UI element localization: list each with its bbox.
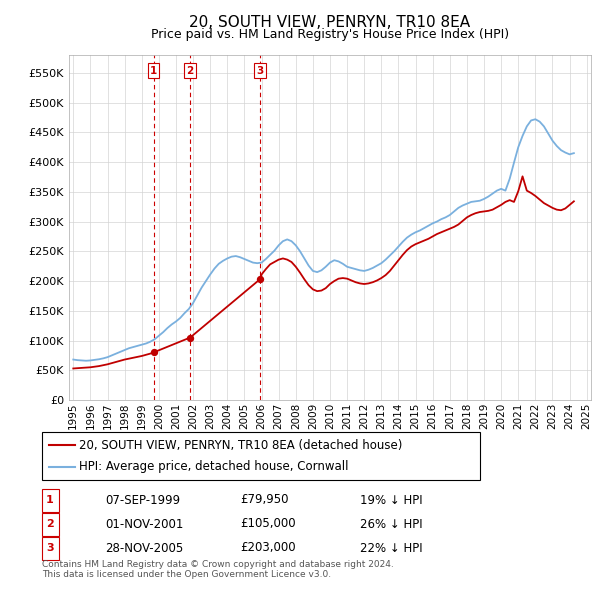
Text: 20, SOUTH VIEW, PENRYN, TR10 8EA (detached house): 20, SOUTH VIEW, PENRYN, TR10 8EA (detach…: [79, 439, 403, 452]
Text: 19% ↓ HPI: 19% ↓ HPI: [360, 493, 422, 506]
Text: Price paid vs. HM Land Registry's House Price Index (HPI): Price paid vs. HM Land Registry's House …: [151, 28, 509, 41]
Text: 1: 1: [46, 495, 53, 505]
Text: 1: 1: [150, 65, 157, 76]
Text: £203,000: £203,000: [240, 542, 296, 555]
Text: 3: 3: [46, 543, 53, 553]
Text: HPI: Average price, detached house, Cornwall: HPI: Average price, detached house, Corn…: [79, 460, 349, 473]
Text: 07-SEP-1999: 07-SEP-1999: [105, 493, 180, 506]
Text: £79,950: £79,950: [240, 493, 289, 506]
Point: [149, 348, 158, 357]
Text: 2: 2: [46, 519, 53, 529]
Text: 01-NOV-2001: 01-NOV-2001: [105, 517, 184, 530]
Text: 26% ↓ HPI: 26% ↓ HPI: [360, 517, 422, 530]
Text: 3: 3: [256, 65, 263, 76]
Text: £105,000: £105,000: [240, 517, 296, 530]
Text: Contains HM Land Registry data © Crown copyright and database right 2024.
This d: Contains HM Land Registry data © Crown c…: [42, 560, 394, 579]
Text: 28-NOV-2005: 28-NOV-2005: [105, 542, 183, 555]
Point: [255, 274, 265, 284]
Text: 22% ↓ HPI: 22% ↓ HPI: [360, 542, 422, 555]
Text: 20, SOUTH VIEW, PENRYN, TR10 8EA: 20, SOUTH VIEW, PENRYN, TR10 8EA: [190, 15, 470, 30]
Text: 2: 2: [187, 65, 194, 76]
Point: [185, 333, 195, 342]
